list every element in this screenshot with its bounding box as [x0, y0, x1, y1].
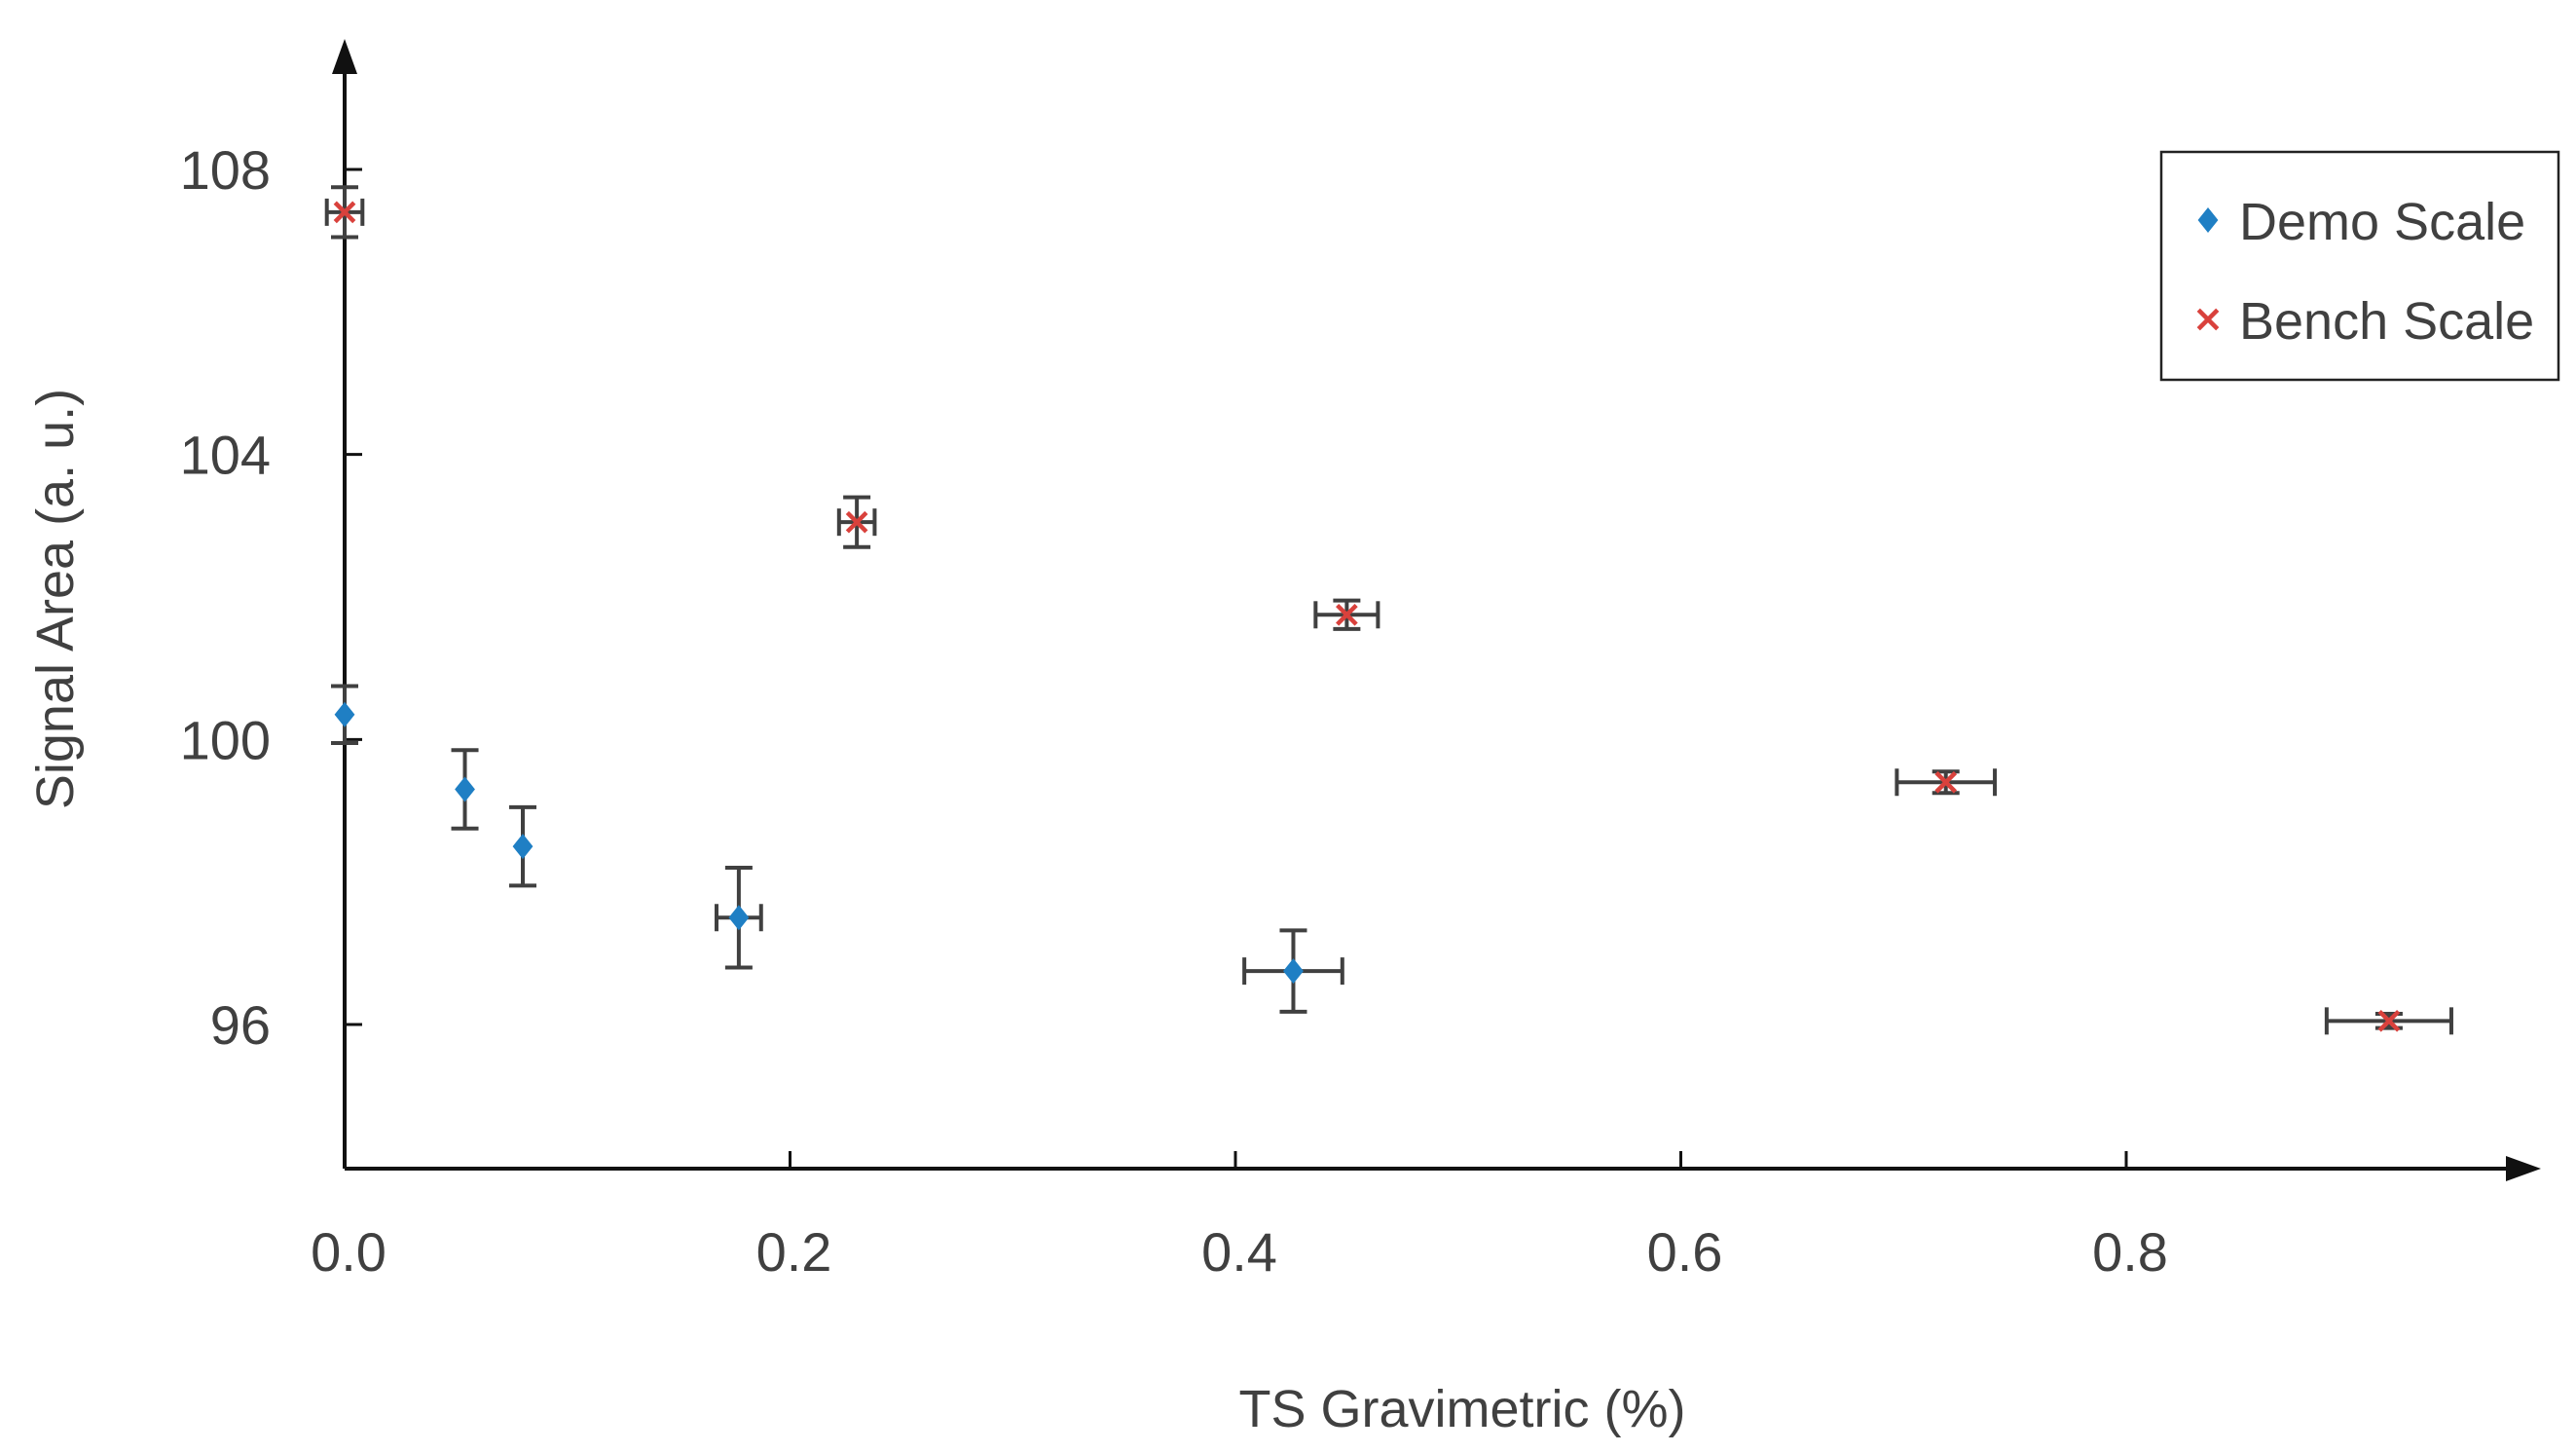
series-bench-scale	[324, 185, 2453, 1035]
legend-frame	[2159, 150, 2560, 382]
x-axis-ticks: 0.0 0.2 0.4 0.6 0.8	[311, 1151, 2168, 1283]
marker-x	[2377, 1010, 2401, 1032]
y-axis-title: Signal Area (a. u.)	[26, 389, 85, 809]
legend: Demo Scale Bench Scale	[2159, 150, 2560, 382]
series-demo-scale	[331, 684, 1344, 1014]
marker-diamond	[512, 834, 534, 860]
data-point	[324, 185, 365, 240]
y-axis-ticks: 96 100 104 108	[180, 139, 362, 1056]
y-tick-label: 104	[180, 425, 271, 486]
legend-marker-x	[2196, 308, 2220, 331]
legend-label: Demo Scale	[2239, 193, 2525, 251]
data-point	[331, 684, 358, 745]
y-tick-label: 96	[210, 994, 271, 1056]
y-tick-label: 100	[180, 709, 271, 770]
data-point	[509, 804, 536, 888]
x-tick-label: 0.2	[756, 1221, 832, 1283]
axes	[332, 39, 2541, 1181]
data-points	[324, 185, 2453, 1035]
x-tick-label: 0.6	[1647, 1221, 1723, 1283]
y-tick-label: 108	[180, 139, 271, 201]
data-point	[715, 866, 763, 970]
marker-diamond	[334, 701, 355, 727]
data-point	[451, 748, 479, 831]
marker-x	[1934, 770, 1958, 794]
marker-x	[333, 201, 356, 224]
marker-diamond	[1283, 958, 1304, 985]
marker-diamond	[455, 776, 475, 802]
marker-x	[845, 510, 868, 534]
data-point	[1313, 598, 1380, 631]
data-point	[836, 495, 877, 549]
x-axis-arrow	[2506, 1156, 2541, 1181]
data-point	[1242, 928, 1344, 1014]
data-point	[1895, 768, 1998, 797]
x-axis-title: TS Gravimetric (%)	[1239, 1380, 1686, 1438]
x-tick-label: 0.0	[311, 1221, 386, 1283]
marker-x	[1336, 603, 1358, 626]
legend-marker-diamond	[2197, 207, 2219, 233]
marker-diamond	[728, 905, 750, 931]
y-axis-arrow	[332, 39, 357, 74]
legend-label: Bench Scale	[2239, 292, 2534, 351]
x-tick-label: 0.4	[1201, 1221, 1277, 1283]
x-tick-label: 0.8	[2092, 1221, 2168, 1283]
data-point	[2324, 1007, 2453, 1035]
